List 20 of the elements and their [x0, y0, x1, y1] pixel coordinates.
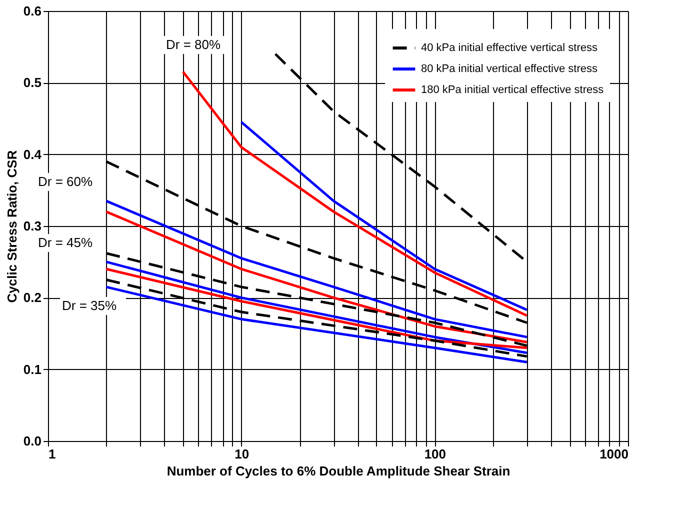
- y-tick-label: 0.6: [23, 4, 42, 18]
- y-tick-label: 0.2: [23, 290, 42, 306]
- annotation: Dr = 80%: [166, 37, 221, 52]
- y-tick-label: 0.3: [23, 218, 42, 234]
- x-tick-label: 10: [234, 446, 250, 462]
- y-tick-label: 0.0: [23, 434, 42, 448]
- legend-label: 180 kPa initial vertical effective stress: [421, 84, 604, 96]
- y-tick-label: 0.1: [23, 362, 42, 377]
- x-tick-label: 100: [424, 446, 446, 462]
- annotation: Dr = 45%: [38, 235, 93, 250]
- x-tick-label: 1: [48, 446, 56, 462]
- legend-label: 40 kPa initial effective vertical stress: [421, 42, 598, 54]
- y-axis-title: Cyclic Stress Ratio, CSR: [4, 150, 20, 303]
- legend-label: 80 kPa initial vertical effective stress: [421, 63, 598, 75]
- x-axis-title: Number of Cycles to 6% Double Amplitude Shear Strain: [166, 464, 510, 478]
- annotation: Dr = 35%: [62, 298, 117, 313]
- y-tick-label: 0.5: [23, 75, 42, 90]
- y-tick-label: 0.4: [23, 146, 42, 162]
- annotation: Dr = 60%: [38, 174, 93, 189]
- x-tick-label: 1000: [600, 446, 628, 462]
